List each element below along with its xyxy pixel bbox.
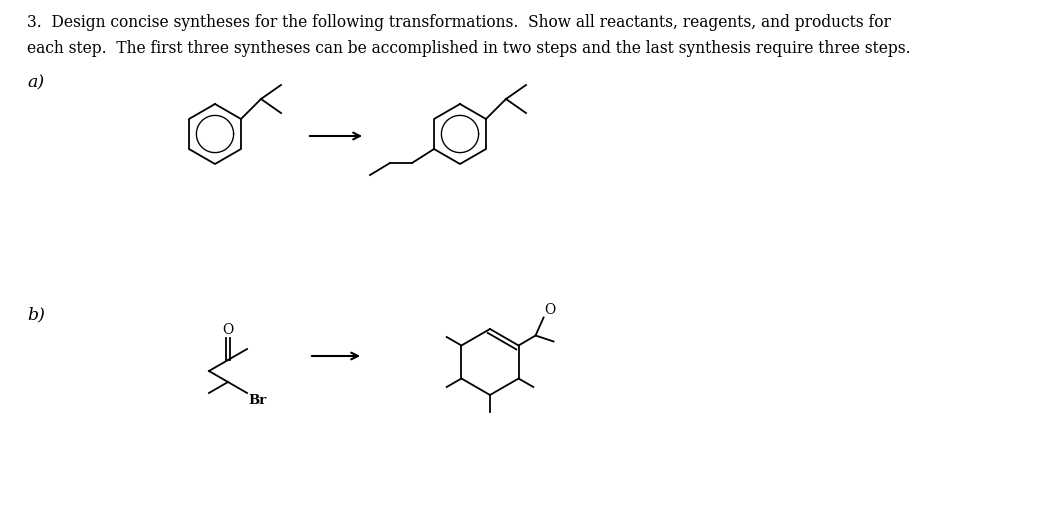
Text: O: O [545, 302, 555, 316]
Text: a): a) [28, 74, 44, 91]
Text: Br: Br [248, 394, 267, 407]
Text: b): b) [28, 306, 44, 323]
Text: O: O [222, 323, 234, 337]
Text: 3.  Design concise syntheses for the following transformations.  Show all reacta: 3. Design concise syntheses for the foll… [28, 14, 891, 31]
Text: each step.  The first three syntheses can be accomplished in two steps and the l: each step. The first three syntheses can… [28, 40, 911, 57]
